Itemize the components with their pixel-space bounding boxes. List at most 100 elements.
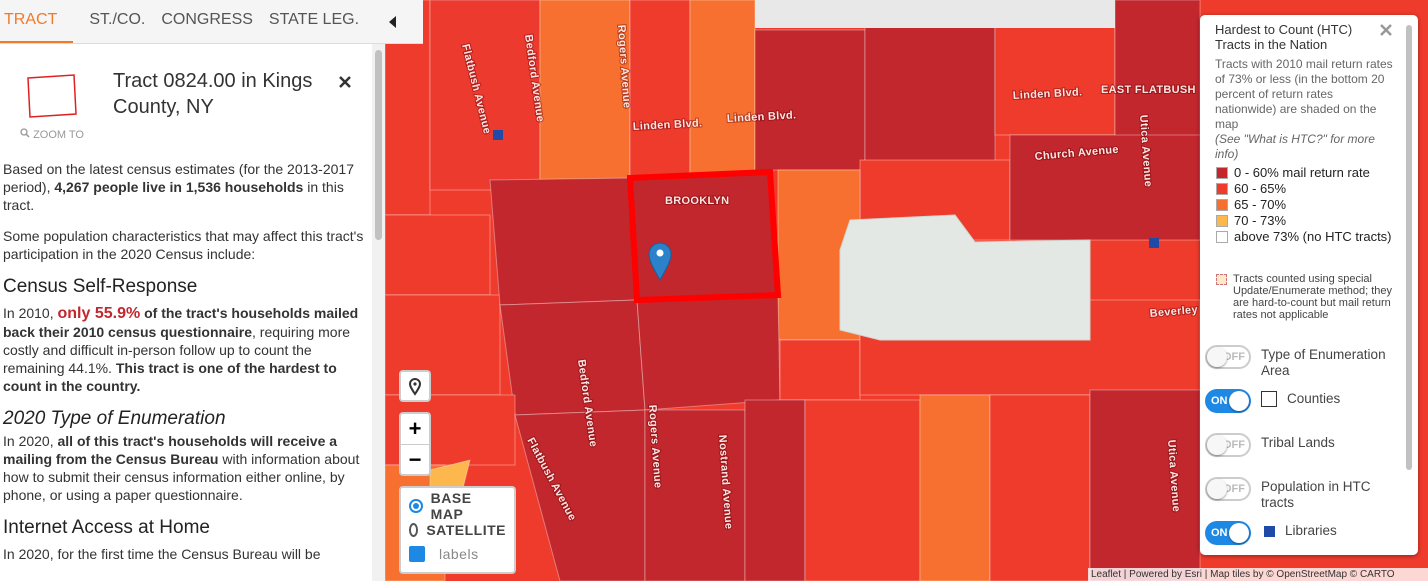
toggle-switch[interactable]: ON — [1205, 389, 1251, 413]
street-label: Linden Blvd. — [1013, 86, 1083, 102]
option-label: SATELLITE — [426, 522, 506, 538]
street-label: EAST FLATBUSH — [1101, 84, 1196, 96]
legend-item: 65 - 70% — [1216, 197, 1406, 213]
text-bold: This tract is one of the hardest to coun… — [3, 360, 337, 394]
layer-toggle: ON Libraries — [1205, 521, 1391, 545]
legend-special: Tracts counted using special Update/Enum… — [1216, 273, 1406, 321]
library-icon — [1264, 525, 1275, 537]
legend-label: 0 - 60% mail return rate — [1234, 165, 1370, 180]
legend-swatch — [1216, 231, 1228, 243]
toggle-state: ON — [1211, 395, 1228, 407]
toggle-state: OFF — [1223, 351, 1245, 363]
scrollbar[interactable] — [372, 44, 385, 581]
street-label: Linden Blvd. — [633, 117, 703, 133]
panel-body: Based on the latest census estimates (fo… — [3, 160, 365, 576]
tab[interactable]: STATE LEG. — [268, 11, 360, 28]
tract-thumbnail — [27, 74, 77, 118]
section-heading: Census Self-Response — [3, 276, 198, 297]
tab[interactable]: TRACT — [0, 0, 74, 43]
toggle-label-group: Tribal Lands — [1261, 433, 1391, 451]
paragraph: In 2020, for the first time the Census B… — [3, 546, 321, 562]
legend-swatch — [1216, 215, 1228, 227]
toggle-state: OFF — [1223, 439, 1245, 451]
zoom-label: ZOOM TO — [33, 129, 84, 141]
tract-panel: Tract 0824.00 in Kings County, NY ZOOM T… — [0, 44, 372, 581]
legend-label: 70 - 73% — [1234, 213, 1287, 228]
zoom-to[interactable]: ZOOM TO — [20, 126, 84, 144]
legend-scroll-thumb[interactable] — [1406, 25, 1412, 470]
tab[interactable]: ST./CO. — [89, 11, 146, 28]
attribution: Leaflet | Powered by Esri | Map tiles by… — [1088, 568, 1428, 581]
labels-option[interactable]: labels — [409, 542, 506, 566]
toggle-switch[interactable]: OFF — [1205, 345, 1251, 369]
locate-icon — [408, 378, 422, 396]
tab[interactable]: CONGRESS — [161, 11, 253, 28]
close-icon[interactable] — [320, 72, 360, 92]
scroll-thumb[interactable] — [375, 50, 382, 240]
legend-item: above 73% (no HTC tracts) — [1216, 229, 1406, 245]
toggle-label-group: Population in HTC tracts — [1261, 477, 1391, 511]
legend-item: 70 - 73% — [1216, 213, 1406, 229]
legend-close[interactable] — [1378, 22, 1394, 38]
toggle-switch[interactable]: OFF — [1205, 477, 1251, 501]
zoom-icon — [20, 128, 30, 138]
area-label: BROOKLYN — [665, 195, 729, 207]
toggle-switch[interactable]: ON — [1205, 521, 1251, 545]
text-bold: all of this tract's households will rece… — [3, 433, 338, 467]
legend-label: above 73% (no HTC tracts) — [1234, 229, 1392, 244]
text: with information about how to submit the… — [3, 451, 360, 503]
text-bold: 4,267 people live in 1,536 households — [54, 179, 304, 195]
paragraph: In 2020, all of this tract's households … — [3, 432, 365, 504]
basemap-option[interactable]: BASE MAP — [409, 490, 506, 522]
toggle-knob — [1229, 391, 1249, 411]
selected-tract[interactable] — [626, 168, 782, 304]
toggle-label: Type of Enumeration Area — [1261, 347, 1386, 378]
paragraph: Some population characteristics that may… — [3, 228, 364, 262]
basemap-option[interactable]: SATELLITE — [409, 518, 506, 542]
note: (See "What is HTC?" for more info) — [1215, 132, 1375, 161]
section-heading: Internet Access at Home — [3, 517, 210, 538]
county-icon — [1261, 391, 1277, 407]
special-swatch — [1216, 274, 1227, 285]
legend-label: 65 - 70% — [1234, 197, 1287, 212]
radio — [409, 523, 419, 537]
collapse-icon[interactable] — [387, 15, 399, 29]
text: In 2010, — [3, 305, 58, 321]
legend-item: 0 - 60% mail return rate — [1216, 165, 1406, 181]
legend-swatch — [1216, 167, 1228, 179]
library-icons — [493, 130, 1159, 248]
zoom-out[interactable]: − — [408, 447, 422, 472]
map-pin-dot — [656, 249, 664, 257]
zoom-in[interactable]: + — [401, 414, 429, 445]
special-label: Tracts counted using special Update/Enum… — [1233, 273, 1392, 321]
text: In 2020, — [3, 433, 58, 449]
map-land — [755, 0, 1115, 28]
legend-swatch — [1216, 183, 1228, 195]
zoom-control: + − — [399, 412, 431, 476]
toggle-label: Population in HTC tracts — [1261, 479, 1371, 510]
text: Based on the latest census estimates (fo… — [3, 161, 354, 195]
toggle-switch[interactable]: OFF — [1205, 433, 1251, 457]
toggle-knob — [1207, 479, 1227, 499]
legend-title: Hardest to Count (HTC) Tracts in the Nat… — [1215, 22, 1353, 52]
section-heading: 2020 Type of Enumeration — [3, 408, 226, 429]
layer-toggle: OFF Type of Enumeration Area — [1205, 345, 1391, 379]
toggle-label-group: Type of Enumeration Area — [1261, 345, 1391, 379]
map-pin[interactable] — [648, 242, 672, 282]
option-label: BASE MAP — [430, 490, 472, 522]
legend-description: Tracts with 2010 mail return rates of 73… — [1215, 57, 1395, 162]
locate-button[interactable] — [399, 370, 431, 402]
layer-toggle: ON Counties — [1205, 389, 1391, 413]
legend-label: 60 - 65% — [1234, 181, 1287, 196]
toggle-knob — [1207, 347, 1227, 367]
text: in this tract. — [3, 179, 344, 213]
text-highlight: only 55.9% — [57, 305, 141, 322]
legend-item: 60 - 65% — [1216, 181, 1406, 197]
text: , requiring more costly and difficult in… — [3, 324, 351, 376]
option-label: labels — [439, 546, 479, 562]
toggle-knob — [1207, 435, 1227, 455]
tab-bar: TRACT ST./CO. CONGRESS STATE LEG. — [0, 0, 423, 44]
text-bold: of the tract's households mailed back th… — [3, 305, 359, 340]
panel-title: Tract 0824.00 in Kings County, NY — [113, 70, 313, 118]
